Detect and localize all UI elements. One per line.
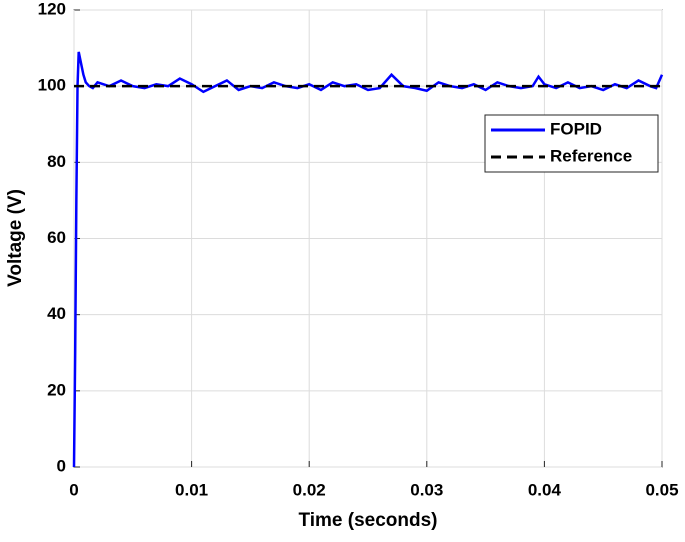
- y-tick-label: 60: [47, 228, 66, 247]
- legend-label: Reference: [550, 146, 632, 165]
- y-tick-label: 40: [47, 304, 66, 323]
- x-tick-label: 0.01: [175, 480, 208, 499]
- legend-label: FOPID: [550, 119, 602, 138]
- y-tick-label: 0: [57, 456, 66, 475]
- legend-box: [484, 114, 659, 173]
- y-axis-label: Voltage (V): [5, 189, 26, 287]
- x-tick-label: 0: [69, 480, 78, 499]
- x-tick-label: 0.03: [410, 480, 443, 499]
- y-tick-label: 120: [38, 0, 66, 18]
- y-tick-label: 80: [47, 152, 66, 171]
- x-tick-label: 0.05: [645, 480, 678, 499]
- line-series: [72, 51, 664, 468]
- y-tick-label: 100: [38, 76, 66, 95]
- x-tick-label: 0.04: [528, 480, 562, 499]
- y-tick-label: 20: [47, 380, 66, 399]
- x-tick-label: 0.02: [293, 480, 326, 499]
- x-axis-label: Time (seconds): [298, 510, 437, 531]
